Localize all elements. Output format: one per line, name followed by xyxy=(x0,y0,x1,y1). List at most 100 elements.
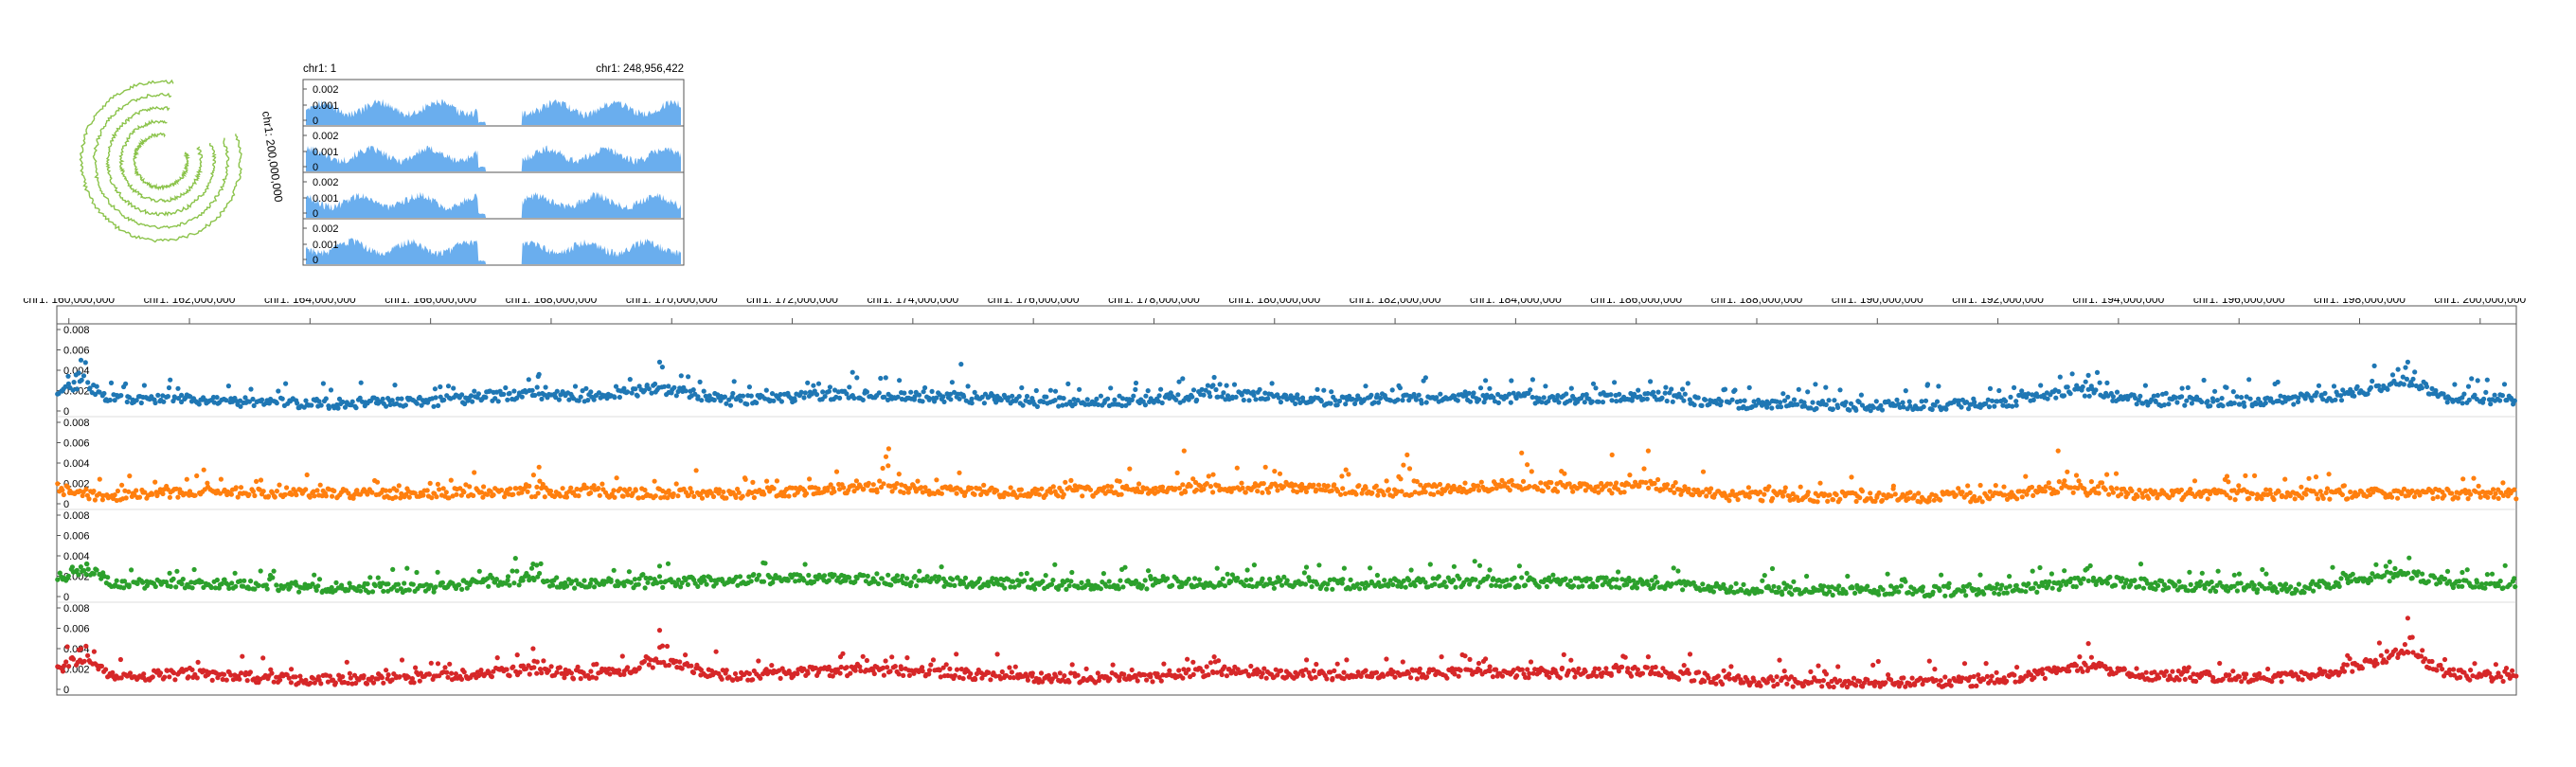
data-point xyxy=(1759,589,1764,595)
data-point xyxy=(459,392,465,398)
data-point xyxy=(456,582,462,588)
data-point xyxy=(1159,400,1165,406)
data-point xyxy=(2174,400,2180,405)
data-point xyxy=(1145,388,1151,394)
data-point xyxy=(1472,559,1477,564)
data-point xyxy=(2395,366,2401,372)
data-point xyxy=(1387,398,1393,403)
data-point xyxy=(1769,565,1776,572)
data-point xyxy=(260,655,266,661)
data-point xyxy=(2501,382,2508,387)
data-point xyxy=(389,398,395,403)
data-point xyxy=(656,574,663,580)
data-point xyxy=(2460,476,2466,482)
data-point xyxy=(1762,491,1767,497)
data-point xyxy=(2420,571,2425,577)
detail-x-tick-label: chr1: 190,000,000 xyxy=(1832,298,1923,306)
data-point xyxy=(1177,400,1183,405)
data-point xyxy=(179,392,185,398)
data-point xyxy=(2210,399,2216,404)
data-point xyxy=(2030,568,2035,574)
data-point xyxy=(2413,383,2419,389)
data-point xyxy=(432,386,438,392)
data-point xyxy=(406,587,412,593)
data-point xyxy=(1403,584,1408,590)
data-point xyxy=(235,494,241,500)
data-point xyxy=(1253,397,1259,402)
data-point xyxy=(1534,487,1541,492)
data-point xyxy=(396,483,402,489)
data-point xyxy=(901,490,906,495)
data-point xyxy=(97,476,102,482)
data-point xyxy=(1873,399,1879,404)
data-point xyxy=(342,404,349,410)
data-point xyxy=(1780,493,1786,499)
data-point xyxy=(1041,399,1046,405)
data-point xyxy=(1511,390,1516,396)
data-point xyxy=(1314,487,1319,492)
data-point xyxy=(558,493,564,499)
data-point xyxy=(1288,393,1294,399)
data-point xyxy=(2099,480,2105,486)
circular-genome-view[interactable]: chr1: 200,000,000 xyxy=(66,57,294,265)
data-point xyxy=(229,399,236,404)
data-point xyxy=(384,668,389,673)
data-point xyxy=(691,493,697,499)
data-point xyxy=(394,488,400,493)
data-point xyxy=(327,673,332,679)
data-point xyxy=(2383,563,2388,569)
data-point xyxy=(417,678,422,684)
data-point xyxy=(576,493,581,499)
detail-x-tick-label: chr1: 196,000,000 xyxy=(2193,298,2285,306)
data-point xyxy=(1301,570,1307,576)
data-point xyxy=(1190,387,1197,393)
detail-x-tick-label: chr1: 200,000,000 xyxy=(2434,298,2526,306)
data-point xyxy=(2062,478,2067,484)
data-point xyxy=(1210,383,1216,388)
data-point xyxy=(748,579,754,584)
data-point xyxy=(65,373,71,379)
genome-overview-panel[interactable]: chr1: 1 chr1: 248,956,422 0.0020.00100.0… xyxy=(301,61,689,278)
data-point xyxy=(381,680,386,686)
data-point xyxy=(404,565,410,571)
data-point xyxy=(138,400,144,406)
data-point xyxy=(1507,391,1512,397)
data-point xyxy=(1276,395,1281,401)
data-point xyxy=(2138,562,2144,567)
data-point xyxy=(1142,402,1148,408)
data-point xyxy=(588,669,594,674)
data-point xyxy=(252,492,258,499)
data-point xyxy=(1243,578,1249,583)
data-point xyxy=(1850,585,1855,591)
data-point xyxy=(1607,481,1614,487)
data-point xyxy=(826,388,832,394)
data-point xyxy=(1943,406,1949,412)
data-point xyxy=(1338,491,1344,497)
data-point xyxy=(746,384,753,390)
data-point xyxy=(507,486,513,491)
data-point xyxy=(1277,471,1283,476)
data-point xyxy=(1942,593,1948,598)
data-point xyxy=(410,581,416,587)
data-point xyxy=(1880,587,1886,593)
data-point xyxy=(991,393,996,399)
data-point xyxy=(1938,497,1943,503)
data-point xyxy=(751,572,757,578)
detail-scatter-view[interactable]: chr1: 160,000,000 chr1: 162,000,000 chr1: … xyxy=(0,298,2576,720)
data-point xyxy=(136,494,143,500)
data-point xyxy=(2468,491,2474,497)
data-point xyxy=(597,492,602,498)
data-point xyxy=(81,658,87,664)
data-point xyxy=(1397,385,1403,391)
data-point xyxy=(764,478,770,484)
data-point xyxy=(438,384,443,390)
data-point xyxy=(805,380,811,385)
data-point xyxy=(778,399,785,404)
overview-area-fill xyxy=(306,98,681,125)
data-point xyxy=(1614,577,1619,582)
data-point xyxy=(2212,388,2218,394)
data-point xyxy=(1782,485,1788,491)
data-point xyxy=(982,391,989,397)
data-point xyxy=(731,379,737,384)
data-point xyxy=(962,575,969,580)
